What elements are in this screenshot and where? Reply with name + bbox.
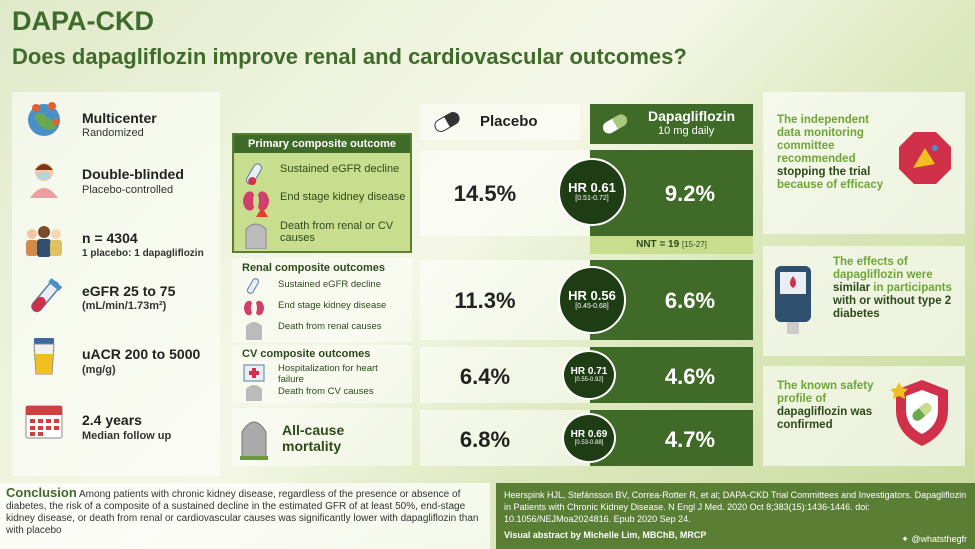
primary-outcome-title: Primary composite outcome xyxy=(234,135,410,153)
reference-text: Heerspink HJL, Stefánsson BV, Correa-Rot… xyxy=(504,490,967,524)
right2-b: similar xyxy=(833,282,871,294)
right1-a: The independent data monitoring committe… xyxy=(777,114,869,165)
design-6-sub: Median follow up xyxy=(82,430,172,442)
right2-c: in participants xyxy=(873,282,952,294)
renal-item-3: Death from renal causes xyxy=(278,321,382,332)
kidney-icons xyxy=(243,163,269,249)
cv-outcome-title: CV composite outcomes xyxy=(242,348,371,360)
hr-mortality-ci: [0.53-0.88] xyxy=(574,440,604,446)
right3-a: The known safety profile of xyxy=(777,380,874,405)
design-3-sub: 1 placebo: 1 dapagliflozin xyxy=(82,248,204,259)
right2-a: The effects of dapagliflozin were xyxy=(833,256,933,281)
hr-badge-cv: HR 0.71 [0.55-0.92] xyxy=(562,350,616,400)
design-1-main: Multicenter xyxy=(82,110,157,126)
conclusion-box: Conclusion Among patients with chronic k… xyxy=(0,483,490,549)
placebo-cell-cv: 6.4% xyxy=(420,347,590,403)
primary-item-2: End stage kidney disease xyxy=(280,191,406,203)
right-box-safety: The known safety profile of dapagliflozi… xyxy=(763,366,965,466)
primary-item-3: Death from renal or CV causes xyxy=(280,220,394,244)
dapagliflozin-label: Dapagliflozin xyxy=(648,108,736,124)
calendar-icon xyxy=(25,405,63,439)
conclusion-label: Conclusion xyxy=(6,485,77,500)
mortality-label: All-cause mortality xyxy=(282,422,345,454)
nnt-ci: [15-27] xyxy=(681,240,707,249)
right-box-diabetes: The effects of dapagliflozin were simila… xyxy=(763,246,965,356)
hr-primary-ci: [0.51-0.72] xyxy=(575,195,609,202)
renal-item-1: Sustained eGFR decline xyxy=(278,279,381,290)
hospital-icon xyxy=(243,364,265,401)
patient-icon xyxy=(30,163,58,198)
renal-item-2: End stage kidney disease xyxy=(278,300,387,311)
cv-item-2: Death from CV causes xyxy=(278,386,374,397)
right3-b: dapagliflozin was confirmed xyxy=(777,406,873,431)
placebo-cv-value: 6.4% xyxy=(459,364,511,389)
page-subtitle: Does dapagliflozin improve renal and car… xyxy=(12,44,687,69)
placebo-mortality-value: 6.8% xyxy=(459,427,511,452)
design-4-sub: (mL/min/1.73m²) xyxy=(82,300,167,312)
right-box-dsmc: The independent data monitoring committe… xyxy=(763,92,965,234)
hr-badge-mortality: HR 0.69 [0.53-0.88] xyxy=(562,413,616,463)
design-5-sub: (mg/g) xyxy=(82,364,116,376)
placebo-label: Placebo xyxy=(480,113,538,130)
stop-sign-icon xyxy=(899,132,951,184)
glucometer-icon xyxy=(775,266,811,334)
placebo-renal-value: 11.3% xyxy=(454,288,516,313)
conclusion-text: Among patients with chronic kidney disea… xyxy=(6,489,479,536)
placebo-primary-value: 14.5% xyxy=(453,181,517,206)
dapa-cell-cv: 4.6% xyxy=(590,347,753,403)
placebo-header: Placebo xyxy=(420,104,580,140)
hr-cv-ci: [0.55-0.92] xyxy=(574,377,604,383)
dapa-primary-value: 9.2% xyxy=(664,181,716,206)
hr-renal: HR 0.56 xyxy=(568,288,616,303)
hr-mortality: HR 0.69 xyxy=(570,429,608,440)
mortality-box: All-cause mortality xyxy=(232,408,412,466)
nnt-value: NNT = 19 xyxy=(636,239,680,250)
right1-b: stopping the trial xyxy=(777,166,871,178)
pill-icon xyxy=(434,112,460,132)
twitter-handle-text: @whatsthegfr xyxy=(911,534,967,544)
globe-pins-icon xyxy=(28,102,60,136)
renal-icons xyxy=(244,278,264,340)
urine-cup-icon xyxy=(33,338,55,375)
hr-primary: HR 0.61 xyxy=(568,180,616,195)
hr-renal-ci: [0.45-0.68] xyxy=(575,303,609,310)
placebo-cell-mortality: 6.8% xyxy=(420,410,590,466)
shield-icon xyxy=(891,380,948,446)
right2-d: with or without type 2 diabetes xyxy=(833,295,952,320)
dapa-mortality-value: 4.7% xyxy=(664,427,716,452)
page-title: DAPA-CKD xyxy=(12,6,154,36)
design-3-main: n = 4304 xyxy=(82,230,138,246)
cv-item-1: Hospitalization for heart failure xyxy=(278,363,378,385)
design-6-main: 2.4 years xyxy=(82,412,142,428)
primary-item-1: Sustained eGFR decline xyxy=(280,163,400,175)
nnt-bar: NNT = 19 [15-27] xyxy=(590,236,753,254)
study-design-panel: Multicenter Randomized Double-blinded Pl… xyxy=(12,92,220,476)
design-1-sub: Randomized xyxy=(82,127,144,139)
twitter-handle[interactable]: ✦ @whatsthegfr xyxy=(901,533,967,545)
reference-box: Heerspink HJL, Stefánsson BV, Correa-Rot… xyxy=(496,483,975,549)
dapa-cv-value: 4.6% xyxy=(664,364,716,389)
dapagliflozin-header: Dapagliflozin 10 mg daily xyxy=(590,104,753,144)
capsule-icon xyxy=(602,114,628,134)
tombstone-icon xyxy=(240,421,268,460)
dapa-renal-value: 6.6% xyxy=(664,288,716,313)
primary-outcome-box: Primary composite outcome Sustained eGFR… xyxy=(232,133,412,253)
credit-text: Visual abstract by Michelle Lim, MBChB, … xyxy=(504,530,707,540)
renal-outcome-box: Renal composite outcomes Sustained eGFR … xyxy=(232,258,412,342)
design-2-main: Double-blinded xyxy=(82,166,184,182)
people-icon xyxy=(26,226,62,257)
design-5-main: uACR 200 to 5000 xyxy=(82,346,201,362)
dapagliflozin-dose: 10 mg daily xyxy=(658,125,715,137)
hr-badge-primary: HR 0.61 [0.51-0.72] xyxy=(558,158,626,226)
design-4-main: eGFR 25 to 75 xyxy=(82,283,176,299)
cv-outcome-box: CV composite outcomes Hospitalization fo… xyxy=(232,345,412,403)
dapa-cell-mortality: 4.7% xyxy=(590,410,753,466)
right1-c: because of efficacy xyxy=(777,179,884,191)
twitter-icon: ✦ xyxy=(901,534,909,544)
design-2-sub: Placebo-controlled xyxy=(82,184,174,196)
test-tube-icon xyxy=(31,278,63,313)
hr-cv: HR 0.71 xyxy=(570,366,608,377)
renal-outcome-title: Renal composite outcomes xyxy=(242,262,386,274)
hr-badge-renal: HR 0.56 [0.45-0.68] xyxy=(558,266,626,334)
